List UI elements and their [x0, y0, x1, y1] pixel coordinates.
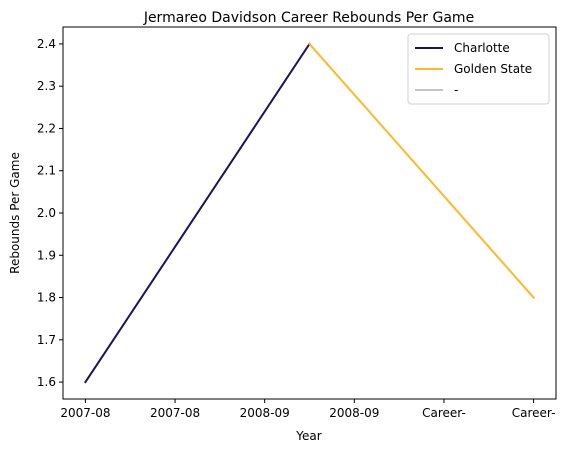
x-tick-label: Career-	[512, 406, 556, 420]
y-tick-label: 1.8	[37, 291, 56, 305]
legend: Charlotte Golden State -	[407, 33, 550, 105]
legend-frame	[407, 33, 550, 105]
x-axis-label: Year	[295, 429, 321, 443]
x-tick-label: 2007-08	[150, 406, 200, 420]
x-tick-label: Career-	[422, 406, 466, 420]
y-tick-label: 2.4	[37, 37, 56, 51]
y-tick-label: 1.6	[37, 375, 56, 389]
y-tick-label: 2.0	[37, 206, 56, 220]
y-axis: 1.6 1.7 1.8 1.9 2.0 2.1 2.2 2.3 2.4	[37, 37, 63, 389]
y-tick-label: 2.2	[37, 121, 56, 135]
legend-label-1: Golden State	[454, 62, 532, 76]
legend-label-2: -	[454, 83, 458, 97]
chart-title: Jermareo Davidson Career Rebounds Per Ga…	[143, 10, 474, 26]
legend-label-0: Charlotte	[454, 41, 510, 55]
x-tick-label: 2008-09	[240, 406, 290, 420]
y-axis-label: Rebounds Per Game	[8, 152, 22, 274]
series-line-1	[308, 42, 536, 299]
y-tick-label: 1.9	[37, 248, 56, 262]
y-tick-label: 2.1	[37, 164, 56, 178]
series-line-0	[84, 42, 311, 384]
x-tick-label: 2008-09	[329, 406, 379, 420]
series-layer	[84, 42, 536, 384]
y-tick-label: 2.3	[37, 79, 56, 93]
x-tick-label: 2007-08	[60, 406, 110, 420]
y-tick-label: 1.7	[37, 333, 56, 347]
x-axis: 2007-08 2007-08 2008-09 2008-09 Career- Caree…	[60, 399, 555, 420]
